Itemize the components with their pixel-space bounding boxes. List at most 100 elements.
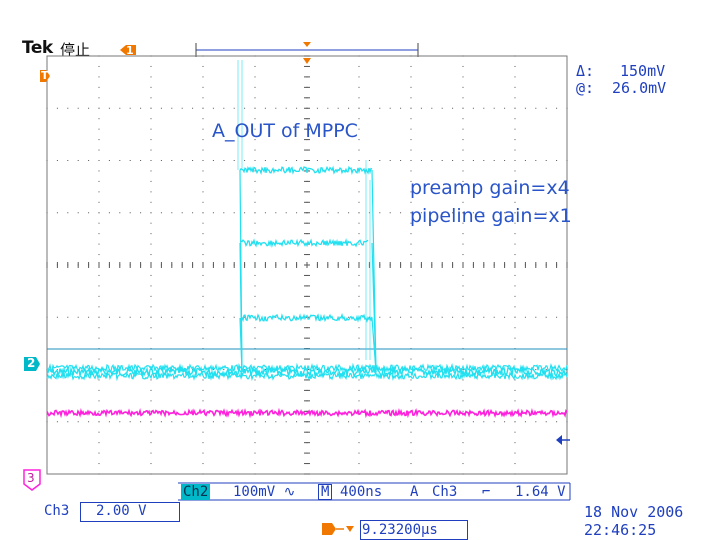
grid-dot [358, 327, 360, 329]
grid-dot [181, 316, 183, 318]
grid-dot [556, 160, 558, 161]
grid-dot [98, 463, 100, 465]
grid-dot [150, 254, 152, 256]
grid-dot [202, 306, 204, 308]
ch2-pulse-trace [239, 165, 373, 176]
grid-dot [254, 337, 256, 339]
grid-dot [462, 149, 464, 151]
grid-dot [545, 160, 547, 161]
ch3-scale-box[interactable] [80, 502, 180, 522]
grid-dot [410, 55, 412, 57]
grid-dot [327, 107, 329, 109]
trigger-position-marker [303, 58, 311, 64]
grid-dot [108, 421, 110, 423]
grid-dot [368, 160, 370, 161]
date: 18 Nov 2006 [584, 503, 684, 521]
grid-dot [462, 201, 464, 203]
grid-dot [327, 160, 329, 161]
grid-dot [202, 139, 204, 141]
grid-dot [410, 191, 412, 193]
grid-dot [77, 421, 79, 423]
grid-dot [150, 160, 152, 161]
timebase-value[interactable]: 400ns [340, 484, 383, 500]
grid-dot [171, 212, 173, 214]
grid-dot [462, 274, 464, 276]
grid-dot [244, 212, 246, 214]
ch3-marker[interactable] [23, 469, 41, 491]
grid-dot [462, 473, 464, 475]
grid-dot [462, 431, 464, 433]
grid-dot [410, 254, 412, 256]
grid-dot [504, 212, 506, 214]
ch2-scale[interactable]: 100mV ∿ [233, 484, 295, 500]
grid-dot [410, 160, 412, 161]
slope-icon[interactable]: ⌐ [482, 484, 491, 500]
grid-dot [420, 316, 422, 318]
grid-dot [254, 421, 256, 423]
grid-dot [160, 160, 162, 161]
grid-dot [88, 212, 90, 214]
grid-dot [410, 442, 412, 444]
grid-dot [150, 86, 152, 88]
grid-dot [410, 473, 412, 475]
grid-dot [129, 212, 131, 214]
grid-dot [202, 170, 204, 172]
grid-dot [556, 421, 558, 423]
grid-dot [545, 212, 547, 214]
grid-dot [98, 212, 100, 214]
grid-dot [129, 160, 131, 161]
grid-dot [535, 421, 537, 423]
grid-dot [67, 212, 69, 214]
grid-dot [202, 118, 204, 120]
grid-dot [160, 421, 162, 423]
grid-dot [462, 170, 464, 172]
trigger-marker-label: T [41, 69, 49, 82]
grid-dot [410, 316, 412, 318]
trigger-marker[interactable] [40, 70, 50, 82]
grid-dot [389, 107, 391, 109]
grid-dot [46, 212, 48, 214]
grid-dot [514, 55, 516, 57]
grid-dot [150, 306, 152, 308]
grid-dot [420, 421, 422, 423]
grid-dot [483, 421, 485, 423]
trigger-source[interactable]: Ch3 [432, 484, 458, 500]
grid-dot [202, 212, 204, 214]
grid-dot [358, 431, 360, 433]
grid-dot [337, 421, 339, 423]
ch2-tag[interactable]: Ch2 [181, 484, 211, 500]
grid-dot [181, 107, 183, 109]
grid-dot [462, 463, 464, 465]
grid-dot [472, 107, 474, 109]
grid-dot [150, 97, 152, 99]
grid-dot [410, 421, 412, 423]
grid-dot [514, 379, 516, 381]
grid-dot [150, 139, 152, 141]
grid-dot [150, 170, 152, 172]
ch1-marker[interactable] [120, 45, 136, 55]
grid-dot [202, 463, 204, 465]
ch2-marker[interactable] [24, 357, 40, 371]
grid-dot [275, 316, 277, 318]
grid-dot [244, 316, 246, 318]
grid-dot [119, 160, 121, 161]
grid-dot [358, 97, 360, 99]
grid-dot [98, 254, 100, 256]
grid-dot [358, 55, 360, 57]
grid-dot [441, 107, 443, 109]
trigger-level[interactable]: 1.64 V [515, 484, 566, 500]
grid-dot [410, 463, 412, 465]
grid-dot [462, 442, 464, 444]
grid-dot [389, 160, 391, 161]
ch2-scale-value: 100mV [233, 484, 276, 500]
grid-dot [98, 243, 100, 245]
grid-dot [254, 274, 256, 276]
grid-dot [254, 358, 256, 360]
grid-dot [462, 358, 464, 360]
grid-dot [202, 421, 204, 423]
grid-dot [254, 254, 256, 256]
grid-dot [108, 160, 110, 161]
grid-dot [452, 160, 454, 161]
grid-dot [410, 337, 412, 339]
grid-dot [431, 316, 433, 318]
